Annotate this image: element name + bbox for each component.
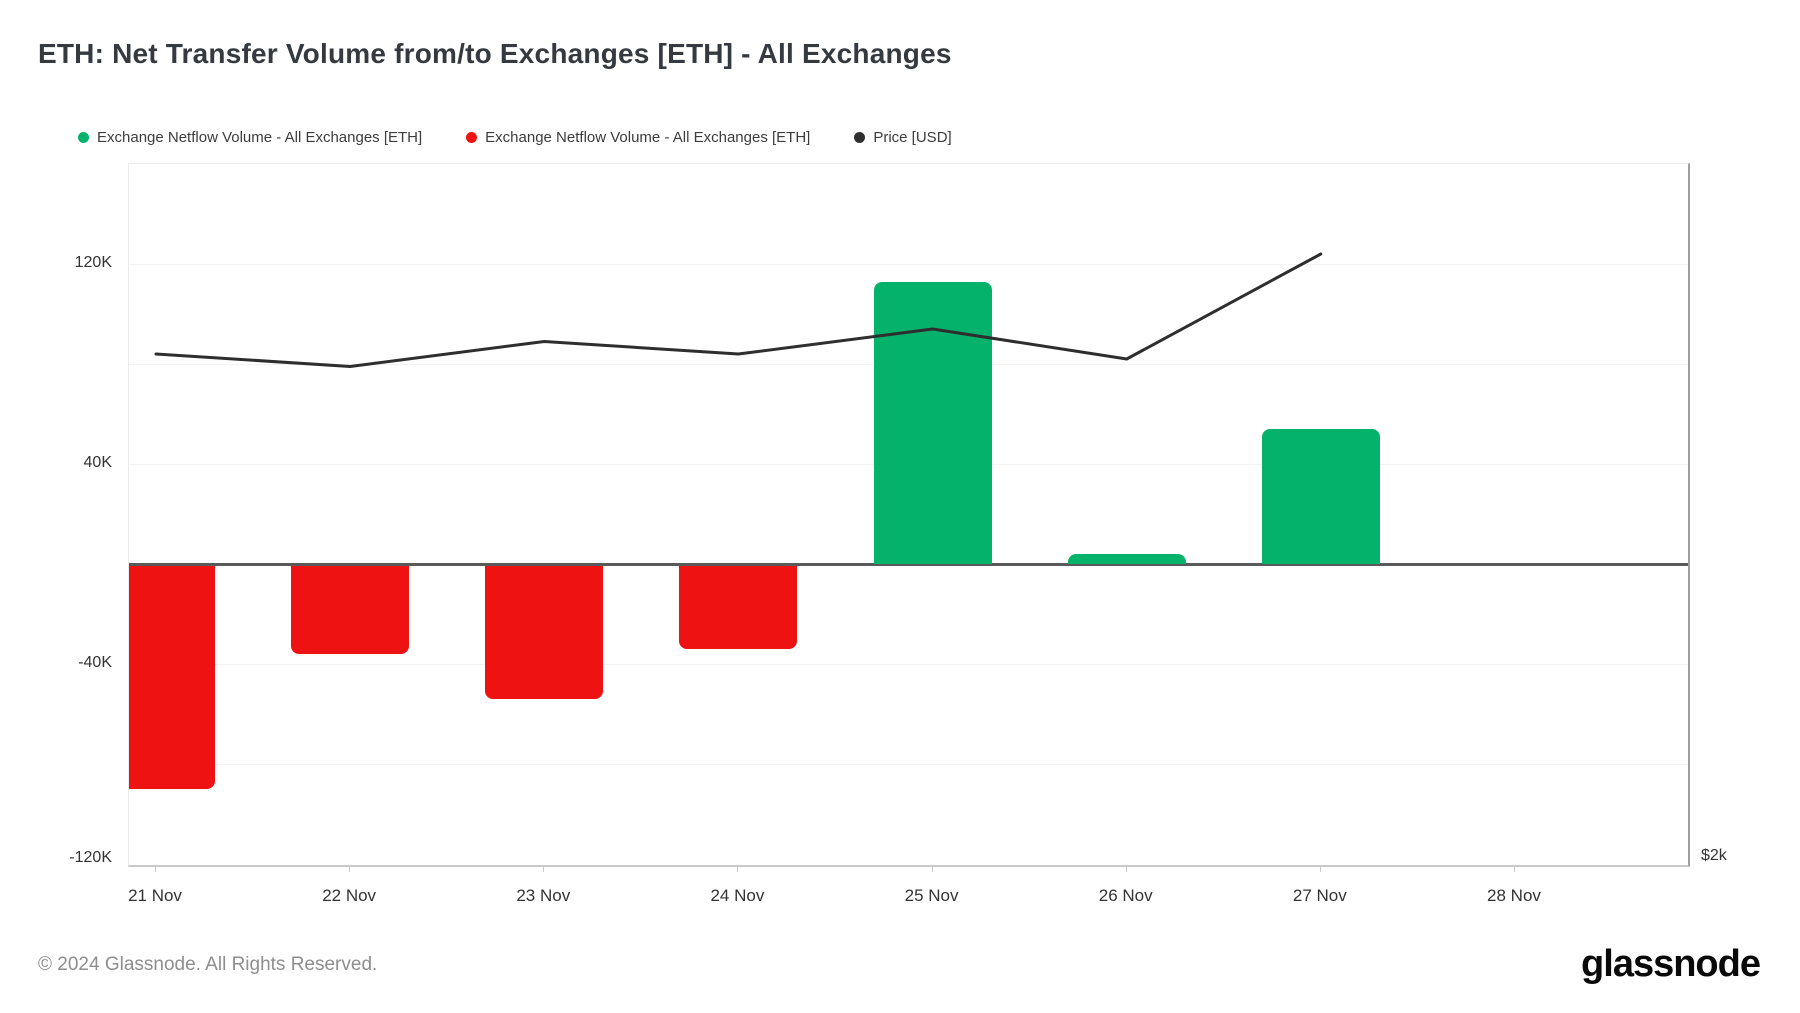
x-axis-tick xyxy=(1319,865,1321,872)
copyright-text: © 2024 Glassnode. All Rights Reserved. xyxy=(38,954,378,975)
netflow-bar-25-nov[interactable] xyxy=(873,281,992,564)
legend-item-netflow-negative[interactable]: Exchange Netflow Volume - All Exchanges … xyxy=(466,129,810,146)
y-axis-label: 120K xyxy=(74,254,112,271)
x-axis-tick xyxy=(155,865,156,872)
y-axis-label: -120K xyxy=(69,849,112,866)
netflow-bar-24-nov[interactable] xyxy=(679,565,798,649)
gridline xyxy=(129,264,1688,265)
legend-dot-price xyxy=(854,132,866,143)
netflow-bar-23-nov[interactable] xyxy=(485,565,604,699)
y-axis-label: -40K xyxy=(78,654,112,671)
page-title: ETH: Net Transfer Volume from/to Exchang… xyxy=(38,38,952,69)
glassnode-logo: glassnode xyxy=(1581,943,1761,985)
legend-dot-netflow-negative xyxy=(466,132,478,143)
netflow-bar-26-nov[interactable] xyxy=(1067,554,1186,564)
right-axis-price-label: $2k xyxy=(1701,847,1727,864)
netflow-bar-21-nov[interactable] xyxy=(129,565,215,789)
legend-label: Exchange Netflow Volume - All Exchanges … xyxy=(485,129,811,146)
price-line xyxy=(154,252,1323,368)
gridline xyxy=(129,664,1688,665)
legend-item-netflow-positive[interactable]: Exchange Netflow Volume - All Exchanges … xyxy=(78,129,422,146)
x-axis-tick xyxy=(543,865,545,872)
x-axis-label-23-nov: 23 Nov xyxy=(516,886,571,905)
x-axis-label-21-nov: 21 Nov xyxy=(128,886,182,905)
netflow-bar-22-nov[interactable] xyxy=(291,565,410,654)
legend-label: Price [USD] xyxy=(873,129,952,146)
legend-item-price[interactable]: Price [USD] xyxy=(854,129,952,146)
x-axis-tick xyxy=(1125,865,1127,872)
y-axis-label: 40K xyxy=(83,454,112,471)
plot-area xyxy=(128,163,1690,867)
x-axis-label-25-nov: 25 Nov xyxy=(904,886,959,905)
zero-line xyxy=(129,562,1688,566)
x-axis-tick xyxy=(931,865,933,872)
x-axis-tick xyxy=(737,865,739,872)
x-axis-label-26-nov: 26 Nov xyxy=(1098,886,1153,905)
chart-legend: Exchange Netflow Volume - All Exchanges … xyxy=(78,129,952,146)
x-axis-label-22-nov: 22 Nov xyxy=(322,886,377,905)
x-axis-label-28-nov: 28 Nov xyxy=(1487,886,1541,905)
gridline xyxy=(129,764,1688,765)
x-axis-tick xyxy=(1513,865,1515,872)
x-axis-label-27-nov: 27 Nov xyxy=(1292,886,1347,905)
netflow-bar-27-nov[interactable] xyxy=(1261,429,1380,564)
x-axis-label-24-nov: 24 Nov xyxy=(710,886,765,905)
legend-dot-netflow-positive xyxy=(78,132,89,143)
legend-label: Exchange Netflow Volume - All Exchanges … xyxy=(97,129,423,146)
x-axis-tick xyxy=(349,865,351,872)
